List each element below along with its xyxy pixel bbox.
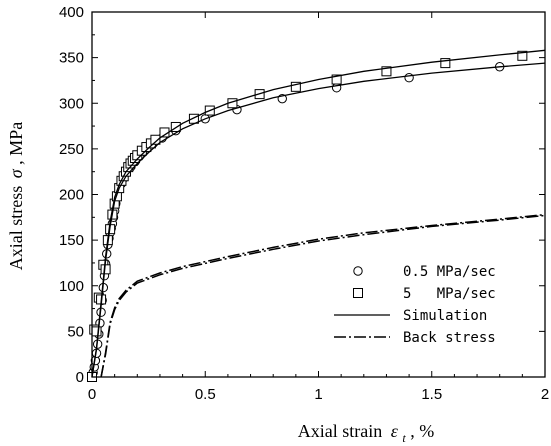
plot-area-frame (91, 11, 546, 378)
legend-label: Back stress (403, 330, 496, 346)
legend-square-symbol (353, 288, 363, 298)
tick-labels: 0 50 100 150 200 250 300 350 400 0 0.5 1 1.5 2 (59, 4, 549, 403)
y-tick-label: 100 (59, 278, 84, 295)
x-tick-label: 1.5 (421, 386, 442, 403)
y-tick-label: 250 (59, 141, 84, 158)
data-point-square (331, 74, 342, 85)
y-axis-symbol: σ (6, 168, 26, 178)
x-axis-symbol-subscript: t (402, 431, 406, 445)
y-tick-label: 0 (76, 369, 84, 386)
x-axis-title-text: Axial strain (298, 421, 382, 441)
axis-ticks (91, 11, 546, 378)
back-stress-curve (100, 213, 546, 378)
data-point-square (150, 134, 161, 145)
legend-label: 5 MPa/sec (403, 286, 496, 302)
y-tick-label: 300 (59, 95, 84, 112)
legend-circle-symbol (353, 266, 363, 276)
data-point-square (290, 81, 301, 92)
x-axis-title: Axial strain ε t , % (298, 421, 434, 446)
x-tick-label: 1 (314, 386, 322, 403)
x-tick-label: 0 (88, 386, 96, 403)
data-point-circle (404, 73, 414, 83)
data-point-square (517, 50, 528, 61)
x-axis-symbol: ε (391, 421, 399, 441)
y-tick-label: 150 (59, 232, 84, 249)
data-point-square (440, 58, 451, 69)
legend-label: 0.5 MPa/sec (403, 264, 496, 280)
y-tick-label: 400 (59, 4, 84, 21)
legend-label: Simulation (403, 308, 487, 324)
y-axis-unit: , MPa (6, 122, 26, 165)
data-point-square (381, 66, 392, 77)
x-tick-label: 2 (541, 386, 549, 403)
legend: 0.5 MPa/sec 5 MPa/sec Simulation Back stres… (334, 264, 496, 346)
y-axis-title-text: Axial stress (6, 186, 26, 271)
plot-series (87, 49, 546, 382)
y-axis-title: Axial stress σ , MPa (6, 122, 26, 270)
y-tick-label: 350 (59, 50, 84, 67)
simulation-curve (91, 49, 546, 378)
y-tick-label: 200 (59, 187, 84, 204)
x-axis-unit: , % (410, 421, 434, 441)
y-tick-label: 50 (67, 323, 84, 340)
data-point-square (91, 326, 102, 337)
x-tick-label: 0.5 (195, 386, 216, 403)
